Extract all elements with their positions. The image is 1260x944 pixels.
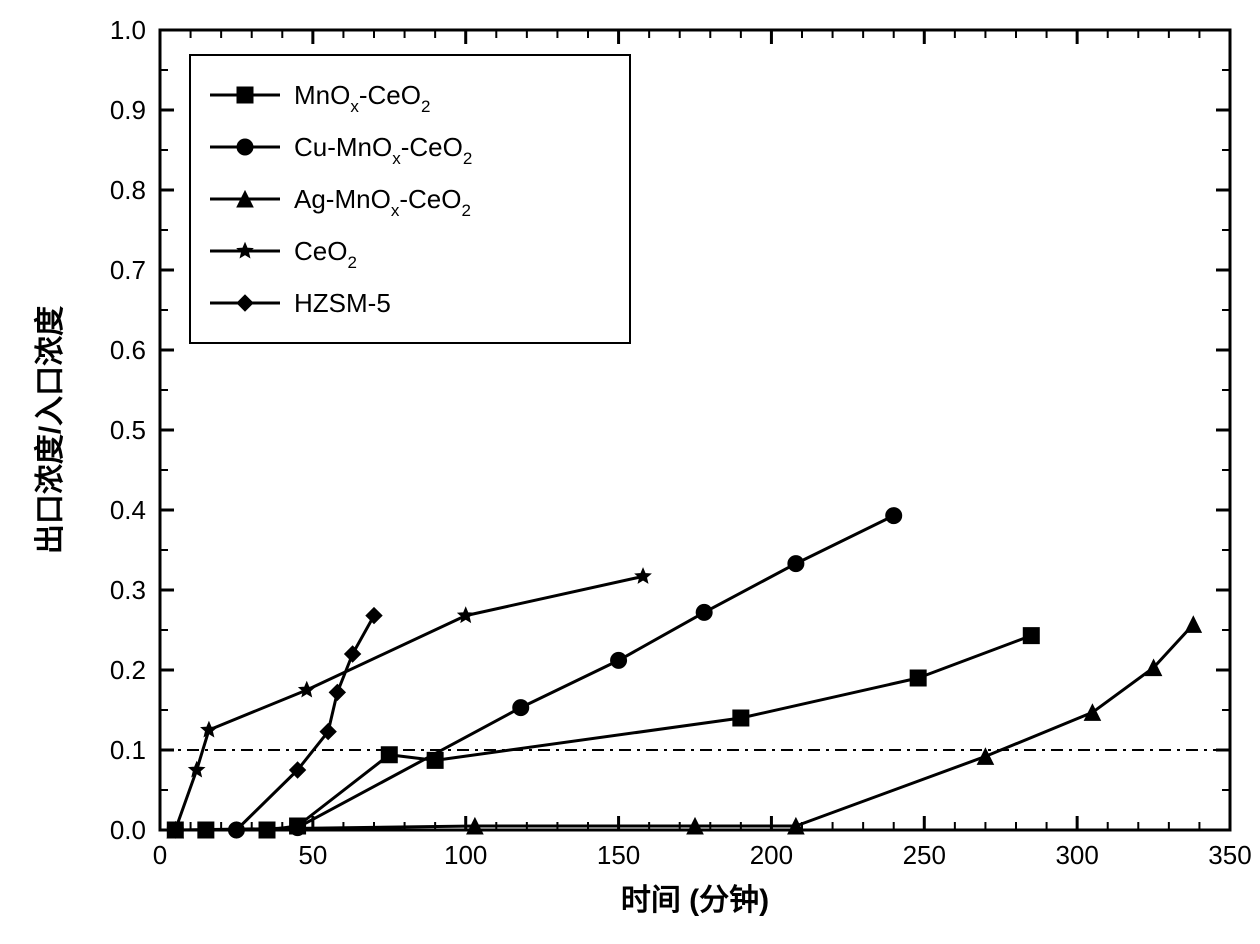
y-tick-label: 0.8	[110, 175, 146, 205]
y-tick-label: 0.6	[110, 335, 146, 365]
x-tick-label: 100	[444, 840, 487, 870]
chart-svg: 0 50 100 150 200 250 300 350 时间 (分钟) 0.0 0.1 0.2 0.3…	[0, 0, 1260, 944]
x-tick-label: 200	[750, 840, 793, 870]
y-tick-label: 0.2	[110, 655, 146, 685]
y-tick-label: 0.3	[110, 575, 146, 605]
y-tick-label: 0.7	[110, 255, 146, 285]
y-tick-label: 0.1	[110, 735, 146, 765]
y-tick-label: 1.0	[110, 15, 146, 45]
legend-label-hzsm5: HZSM-5	[294, 288, 391, 318]
x-tick-label: 250	[903, 840, 946, 870]
x-tick-label: 300	[1055, 840, 1098, 870]
legend: MnOx-CeO2Cu-MnOx-CeO2Ag-MnOx-CeO2CeO2HZS…	[190, 55, 630, 343]
x-tick-label: 350	[1208, 840, 1251, 870]
y-tick-label: 0.9	[110, 95, 146, 125]
x-axis-label: 时间 (分钟)	[621, 884, 769, 917]
x-tick-label: 0	[153, 840, 167, 870]
x-tick-label: 150	[597, 840, 640, 870]
y-tick-label: 0.4	[110, 495, 146, 525]
breakthrough-chart: 0 50 100 150 200 250 300 350 时间 (分钟) 0.0 0.1 0.2 0.3…	[0, 0, 1260, 944]
y-tick-label: 0.5	[110, 415, 146, 445]
y-axis-label: 出口浓度/入口浓度	[34, 306, 67, 554]
y-tick-label: 0.0	[110, 815, 146, 845]
x-tick-label: 50	[298, 840, 327, 870]
